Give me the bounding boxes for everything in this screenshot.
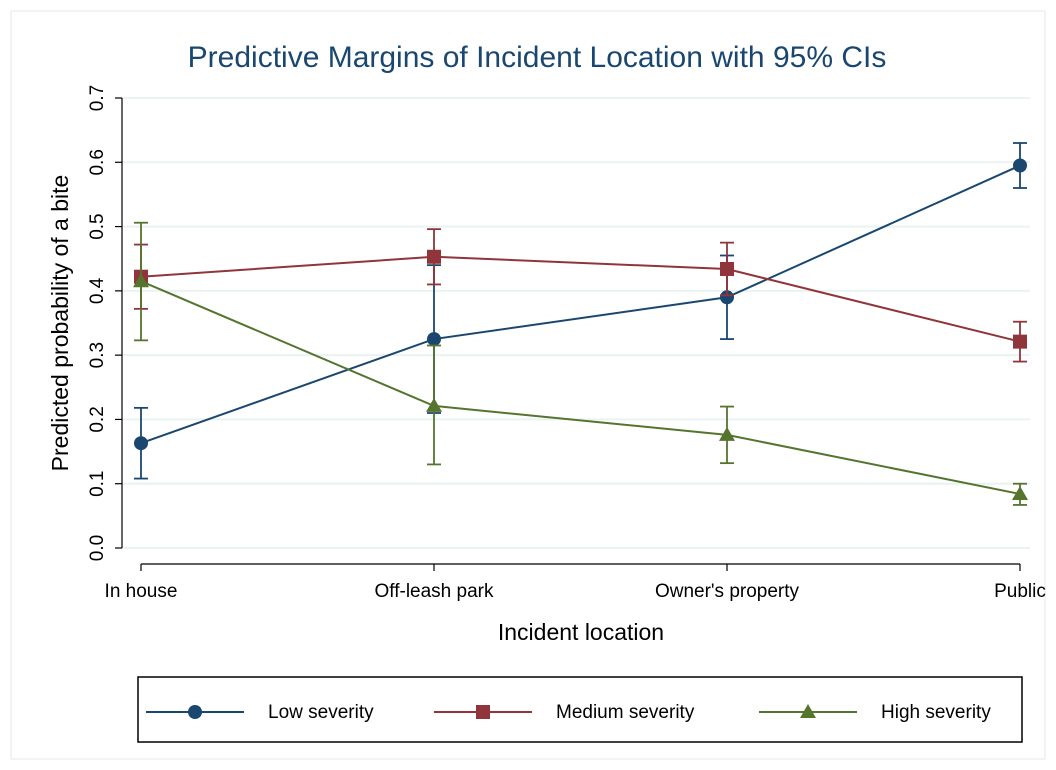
x-axis-label: Incident location [498,619,664,645]
chart-title: Predictive Margins of Incident Location … [188,41,887,74]
x-tick-label: Owner's property [655,581,800,602]
chart-border [10,10,1046,760]
point [133,273,149,288]
y-tick-label: 0.6 [87,149,108,175]
point [427,249,441,264]
x-tick-label: Off-leash park [375,581,494,602]
series-line [140,255,1021,343]
point [1013,158,1027,173]
legend-marker [476,705,490,719]
point [1012,486,1028,500]
series-line [140,280,1021,495]
y-tick-label: 0.0 [87,535,108,561]
point [719,426,735,441]
y-tick-label: 0.3 [87,342,108,368]
y-axis-label: Predicted probability of a bite [47,175,73,472]
y-tick-label: 0.2 [87,406,108,432]
y-tick-label: 0.7 [87,85,108,111]
point [134,436,148,451]
x-tick-label: Public [994,581,1046,602]
legend-label: Low severity [268,702,374,723]
point [720,262,734,276]
legend-marker [188,705,202,719]
y-tick-label: 0.4 [87,277,108,304]
y-tick-label: 0.1 [87,471,108,497]
series-line [140,164,1021,445]
legend-marker [800,704,816,718]
point [427,332,441,347]
point [1013,334,1027,349]
y-tick-label: 0.5 [87,213,108,239]
legend-box [137,676,1023,743]
legend-label: High severity [881,702,991,723]
legend-label: Medium severity [556,702,695,723]
x-tick-label: In house [105,581,178,602]
point [426,397,442,412]
point [720,290,734,305]
